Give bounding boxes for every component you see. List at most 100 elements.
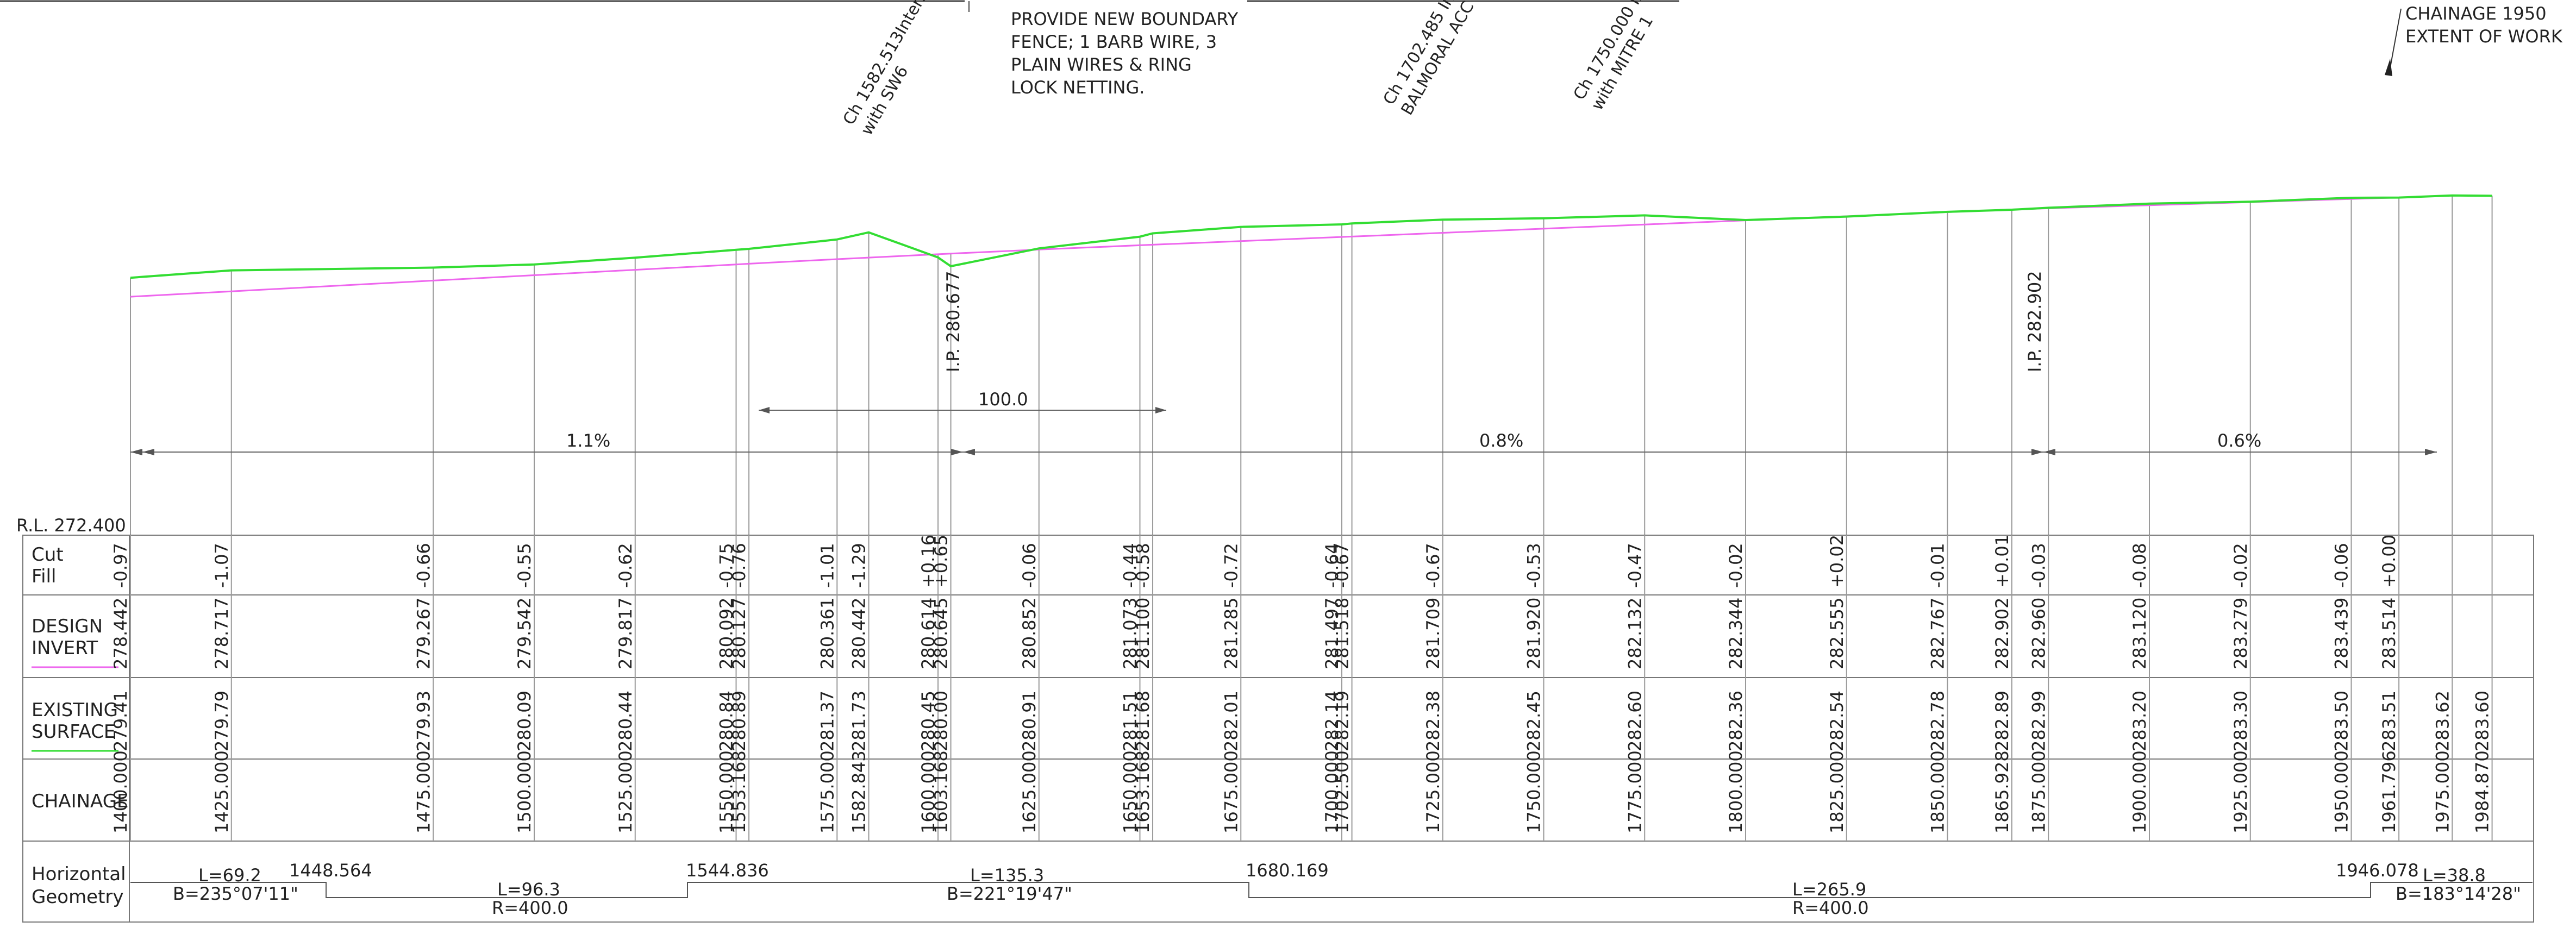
grade-label-2: 0.8% xyxy=(1479,430,1523,451)
ch-value-7: 1575.000 xyxy=(817,750,837,833)
geometry-point-3: 1680.169 xyxy=(1246,860,1329,881)
cutfill-value-9: +0.16 xyxy=(918,535,939,588)
cutfill-value-0: -0.97 xyxy=(110,543,131,588)
segment-2-length: L=96.3 xyxy=(497,879,560,900)
invert-value-27: 283.439 xyxy=(2331,598,2352,669)
surface-value-22: 282.78 xyxy=(1928,691,1948,751)
cutfill-value-18: -0.53 xyxy=(1524,543,1545,588)
segment-3-bearing: B=221°19'47" xyxy=(947,883,1072,904)
ch-value-2: 1475.000 xyxy=(413,750,434,833)
annotations: Ch 1582.513Inters with SW6 Ch 1702.485 I… xyxy=(840,0,2563,372)
station-lines xyxy=(130,195,2493,535)
cutfill-value-25: -0.08 xyxy=(2129,543,2150,588)
table-station-lines xyxy=(130,535,2493,841)
cutfill-value-24: -0.03 xyxy=(2028,543,2049,588)
ch-value-13: 1653.168 xyxy=(1133,750,1153,833)
surface-value-7: 281.37 xyxy=(817,691,837,751)
cutfill-value-10: +0.65 xyxy=(931,535,952,588)
surface-value-10: 280.00 xyxy=(931,691,952,751)
grade-label-3: 0.6% xyxy=(2217,430,2261,451)
surface-value-24: 282.99 xyxy=(2028,691,2049,751)
ch-value-16: 1702.500 xyxy=(1332,750,1353,833)
cutfill-value-4: -0.62 xyxy=(615,543,636,588)
chainage-label: CHAINAGE xyxy=(32,791,129,812)
cutfill-value-13: -0.58 xyxy=(1133,543,1153,588)
invert-value-14: 281.285 xyxy=(1221,598,1241,669)
cutfill-value-14: -0.72 xyxy=(1221,543,1241,588)
ch1750-note: Ch 1750.000 In with MITRE 1 xyxy=(1570,0,1670,114)
cutfill-value-22: -0.01 xyxy=(1928,543,1948,588)
invert-value-12: 281.073 xyxy=(1120,598,1141,669)
surface-value-21: 282.54 xyxy=(1827,691,1847,751)
cutfill-value-7: -1.01 xyxy=(817,543,837,588)
surface-value-9: 280.45 xyxy=(918,691,939,751)
cutfill-value-27: -0.06 xyxy=(2331,543,2352,588)
invert-value-6: 280.127 xyxy=(729,598,749,669)
ip1-label: I.P. 280.677 xyxy=(943,271,964,372)
surface-value-3: 280.09 xyxy=(514,691,535,751)
surface-value-19: 282.60 xyxy=(1624,691,1645,751)
surface-value-1: 279.79 xyxy=(211,691,232,751)
ch-value-10: 1603.168 xyxy=(931,750,952,833)
invert-value-10: 280.645 xyxy=(931,598,952,669)
data-table: Cut Fill DESIGN INVERT EXISTING SURFACE … xyxy=(22,535,2534,923)
segment-1-length: L=69.2 xyxy=(198,865,261,886)
invert-value-18: 281.920 xyxy=(1524,598,1545,669)
invert-value-25: 283.120 xyxy=(2129,598,2150,669)
surface-value-6: 280.89 xyxy=(729,691,749,751)
ch-value-28: 1961.796 xyxy=(2379,750,2399,833)
cutfill-value-1: -1.07 xyxy=(211,543,232,588)
invert-value-19: 282.132 xyxy=(1624,598,1645,669)
surface-value-27: 283.50 xyxy=(2331,691,2352,751)
segment-4-length: L=265.9 xyxy=(1792,879,1866,900)
existing-surface-label: EXISTING SURFACE xyxy=(32,699,124,743)
ch-value-24: 1875.000 xyxy=(2028,750,2049,833)
ch-value-1: 1425.000 xyxy=(211,750,232,833)
dimension-arrows xyxy=(130,407,2437,455)
surface-value-18: 282.45 xyxy=(1524,691,1545,751)
surface-value-11: 280.91 xyxy=(1019,691,1040,751)
extent-leader xyxy=(2389,8,2402,74)
invert-value-5: 280.092 xyxy=(716,598,737,669)
ch-value-12: 1650.000 xyxy=(1120,750,1141,833)
cutfill-value-21: +0.02 xyxy=(1827,535,1847,588)
invert-value-16: 281.518 xyxy=(1332,598,1353,669)
segment-5-length: L=38.8 xyxy=(2423,865,2486,886)
segment-1-bearing: B=235°07'11" xyxy=(173,883,298,904)
surface-value-20: 282.36 xyxy=(1725,691,1746,751)
surface-value-23: 282.89 xyxy=(1992,691,2012,751)
invert-value-0: 278.442 xyxy=(110,598,131,669)
table-frame xyxy=(22,535,2534,923)
geometry-point-1: 1448.564 xyxy=(289,860,372,881)
vc-length-label: 100.0 xyxy=(978,389,1028,410)
ch-value-22: 1850.000 xyxy=(1928,750,1948,833)
surface-value-8: 281.73 xyxy=(849,691,870,751)
ch-value-4: 1525.000 xyxy=(615,750,636,833)
existing-surface-line xyxy=(130,194,2492,279)
surface-value-16: 282.19 xyxy=(1332,691,1353,751)
cutfill-value-17: -0.67 xyxy=(1423,543,1443,588)
chainage-row: 1400.000 1425.000 1475.000 1500.000 1525.000… xyxy=(110,750,2493,833)
ch-value-21: 1825.000 xyxy=(1827,750,1847,833)
invert-value-4: 279.817 xyxy=(615,598,636,669)
surface-value-2: 279.93 xyxy=(413,691,434,751)
cutfill-value-8: -1.29 xyxy=(849,543,870,588)
existing-surface-row: 279.41 279.79 279.93 280.09 280.44 280.84280.… xyxy=(110,691,2493,751)
invert-value-26: 283.279 xyxy=(2230,598,2251,669)
ch-value-26: 1925.000 xyxy=(2230,750,2251,833)
cut-fill-row: -0.97 -1.07 -0.66 -0.55 -0.62 -0.75-0.76 -1.01… xyxy=(110,535,2399,588)
ch-value-9: 1600.000 xyxy=(918,750,939,833)
cutfill-value-3: -0.55 xyxy=(514,543,535,588)
segment-4-radius: R=400.0 xyxy=(1792,898,1869,918)
ch-value-8: 1582.843 xyxy=(849,750,870,833)
ch-value-29: 1975.000 xyxy=(2432,750,2453,833)
ch-value-18: 1750.000 xyxy=(1524,750,1545,833)
invert-value-20: 282.344 xyxy=(1725,598,1746,669)
design-invert-line xyxy=(130,197,2399,298)
horizontal-geometry-line xyxy=(130,882,2533,898)
invert-value-17: 281.709 xyxy=(1423,598,1443,669)
surface-value-30: 283.60 xyxy=(2472,691,2493,751)
ch1702-note: Ch 1702.485 In BALMORAL ACC xyxy=(1380,0,1479,118)
cutfill-value-23: +0.01 xyxy=(1992,535,2012,588)
cutfill-value-6: -0.76 xyxy=(729,543,749,588)
